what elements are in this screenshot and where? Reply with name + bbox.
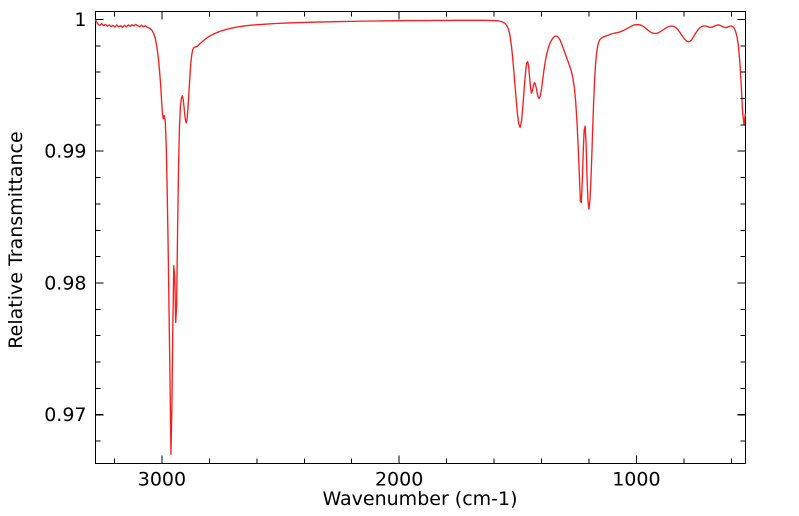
y-tick-label: 0.99	[44, 141, 86, 163]
x-tick-label: 2000	[375, 469, 423, 491]
y-tick-label: 1	[74, 9, 86, 31]
y-axis-tick-labels: 1 0.99 0.98 0.97	[44, 9, 86, 426]
x-axis-tick-labels: 3000 2000 1000	[138, 469, 661, 491]
axes-border	[94, 10, 747, 465]
x-axis-title: Wavenumber (cm-1)	[322, 488, 517, 510]
y-axis-title: Relative Transmittance	[5, 131, 27, 348]
plot-frame	[94, 10, 747, 465]
y-tick-label: 0.97	[44, 404, 86, 426]
x-axis-ticks	[113, 11, 732, 464]
x-tick-label: 1000	[612, 469, 660, 491]
y-axis-ticks	[95, 18, 746, 442]
x-tick-label: 3000	[138, 469, 186, 491]
spectrum-trace	[94, 19, 746, 455]
y-tick-label: 0.98	[44, 272, 86, 294]
